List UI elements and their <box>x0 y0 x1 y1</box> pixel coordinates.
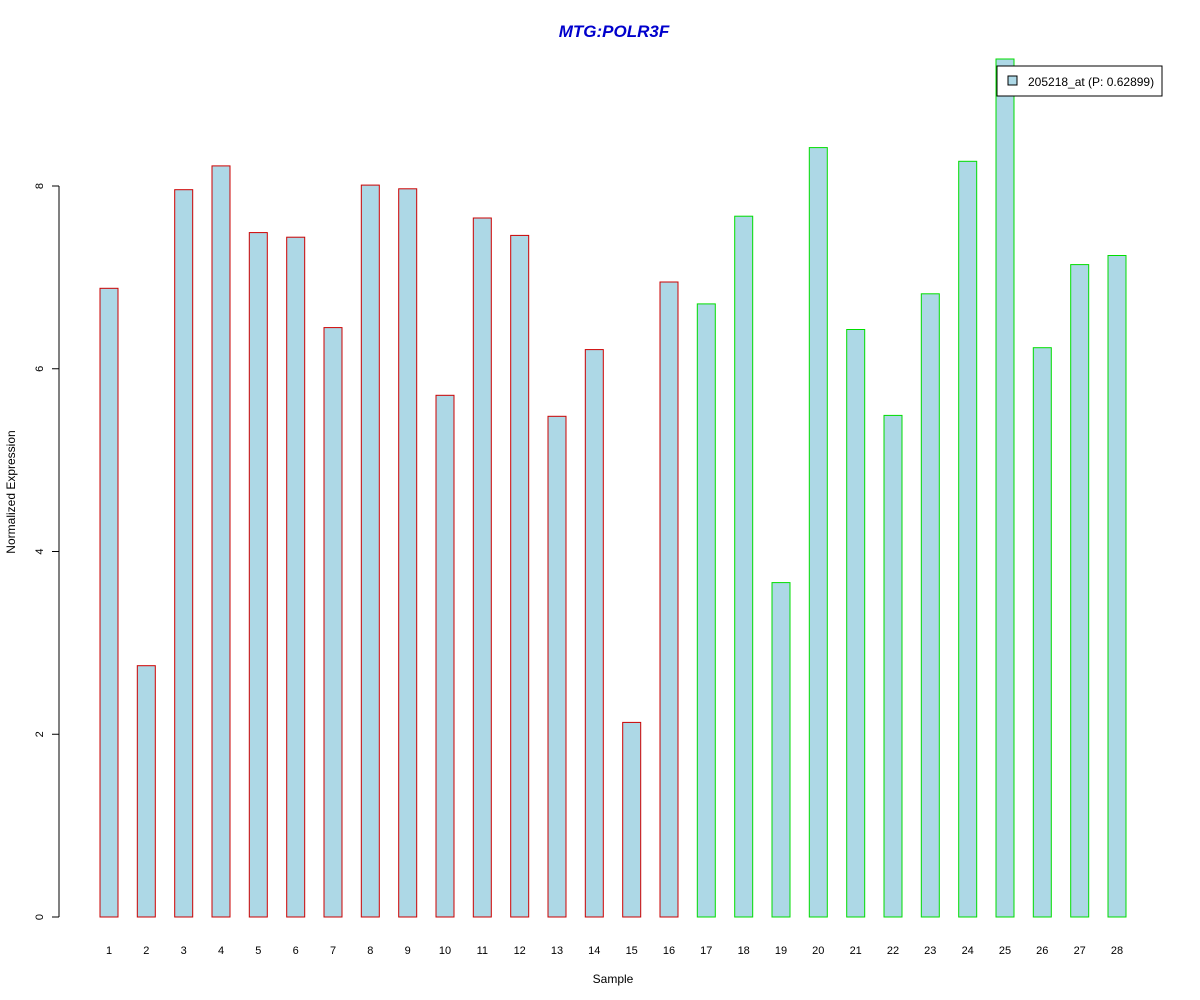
x-tick-label: 11 <box>477 945 488 957</box>
x-tick-label: 12 <box>514 945 526 957</box>
legend: 205218_at (P: 0.62899) <box>996 65 1163 97</box>
x-tick-label: 27 <box>1074 945 1086 957</box>
bar-sample-22 <box>883 414 903 918</box>
bar-sample-12 <box>510 234 530 918</box>
bar-sample-24 <box>958 160 978 918</box>
x-tick-label: 10 <box>439 945 451 957</box>
x-tick-label: 7 <box>330 945 336 957</box>
y-axis: 0 2 4 6 8 <box>34 183 60 920</box>
bar-sample-21 <box>846 329 866 918</box>
y-tick-label: 4 <box>34 548 46 554</box>
x-tick-label: 8 <box>367 945 373 957</box>
bar-sample-28 <box>1107 255 1127 918</box>
bar-sample-13 <box>547 415 567 918</box>
bar-sample-26 <box>1032 347 1052 918</box>
y-tick-label: 2 <box>34 731 46 737</box>
x-tick-label: 25 <box>999 945 1011 957</box>
legend-label: 205218_at (P: 0.62899) <box>1028 75 1154 89</box>
bars <box>99 58 1127 918</box>
x-tick-label: 16 <box>663 945 675 957</box>
bar-sample-4 <box>211 165 231 918</box>
bar-sample-5 <box>248 232 268 918</box>
x-tick-label: 9 <box>405 945 411 957</box>
bar-sample-7 <box>323 327 343 918</box>
bar-sample-16 <box>659 281 679 918</box>
bar-sample-9 <box>398 188 418 918</box>
x-tick-label: 4 <box>218 945 224 957</box>
bar-sample-6 <box>286 236 306 918</box>
x-tick-label: 6 <box>293 945 299 957</box>
bar-sample-1 <box>99 287 119 918</box>
x-tick-label: 28 <box>1111 945 1123 957</box>
chart-title: MTG:POLR3F <box>559 22 670 41</box>
bar-sample-27 <box>1070 264 1090 918</box>
y-tick-label: 6 <box>34 366 46 372</box>
x-tick-label: 20 <box>812 945 824 957</box>
x-tick-label: 17 <box>700 945 712 957</box>
x-tick-label: 1 <box>106 945 112 957</box>
x-tick-label: 19 <box>775 945 787 957</box>
bar-sample-11 <box>472 217 492 918</box>
x-tick-label: 23 <box>924 945 936 957</box>
x-tick-label: 22 <box>887 945 899 957</box>
bar-sample-17 <box>696 303 716 918</box>
bar-sample-25 <box>995 58 1015 918</box>
bar-sample-14 <box>584 349 604 918</box>
legend-box <box>996 65 1163 97</box>
y-axis-label: Normalized Expression <box>4 430 18 553</box>
x-tick-label: 2 <box>143 945 149 957</box>
y-tick-label: 8 <box>34 183 46 189</box>
bar-sample-23 <box>920 293 940 918</box>
y-tick-label: 0 <box>34 914 46 920</box>
legend-swatch <box>1007 75 1018 86</box>
x-tick-label: 13 <box>551 945 563 957</box>
x-tick-label: 21 <box>850 945 862 957</box>
bar-sample-18 <box>734 215 754 918</box>
bar-sample-8 <box>360 184 380 918</box>
x-tick-label: 3 <box>181 945 187 957</box>
x-tick-label: 26 <box>1036 945 1048 957</box>
x-tick-label: 18 <box>738 945 750 957</box>
x-axis-ticks: 1 2 3 4 5 6 7 8 9 10 11 12 13 14 15 16 17 18 19 20 21 22 23 24 2… <box>106 945 1123 957</box>
bar-sample-20 <box>808 147 828 918</box>
bar-sample-19 <box>771 582 791 918</box>
bar-sample-10 <box>435 394 455 918</box>
x-tick-label: 5 <box>255 945 261 957</box>
x-axis-label: Sample <box>593 972 634 986</box>
bar-sample-2 <box>136 665 156 918</box>
bar-sample-3 <box>174 189 194 918</box>
x-tick-label: 15 <box>626 945 638 957</box>
x-tick-label: 24 <box>962 945 974 957</box>
bar-sample-15 <box>622 721 642 918</box>
x-tick-label: 14 <box>588 945 600 957</box>
